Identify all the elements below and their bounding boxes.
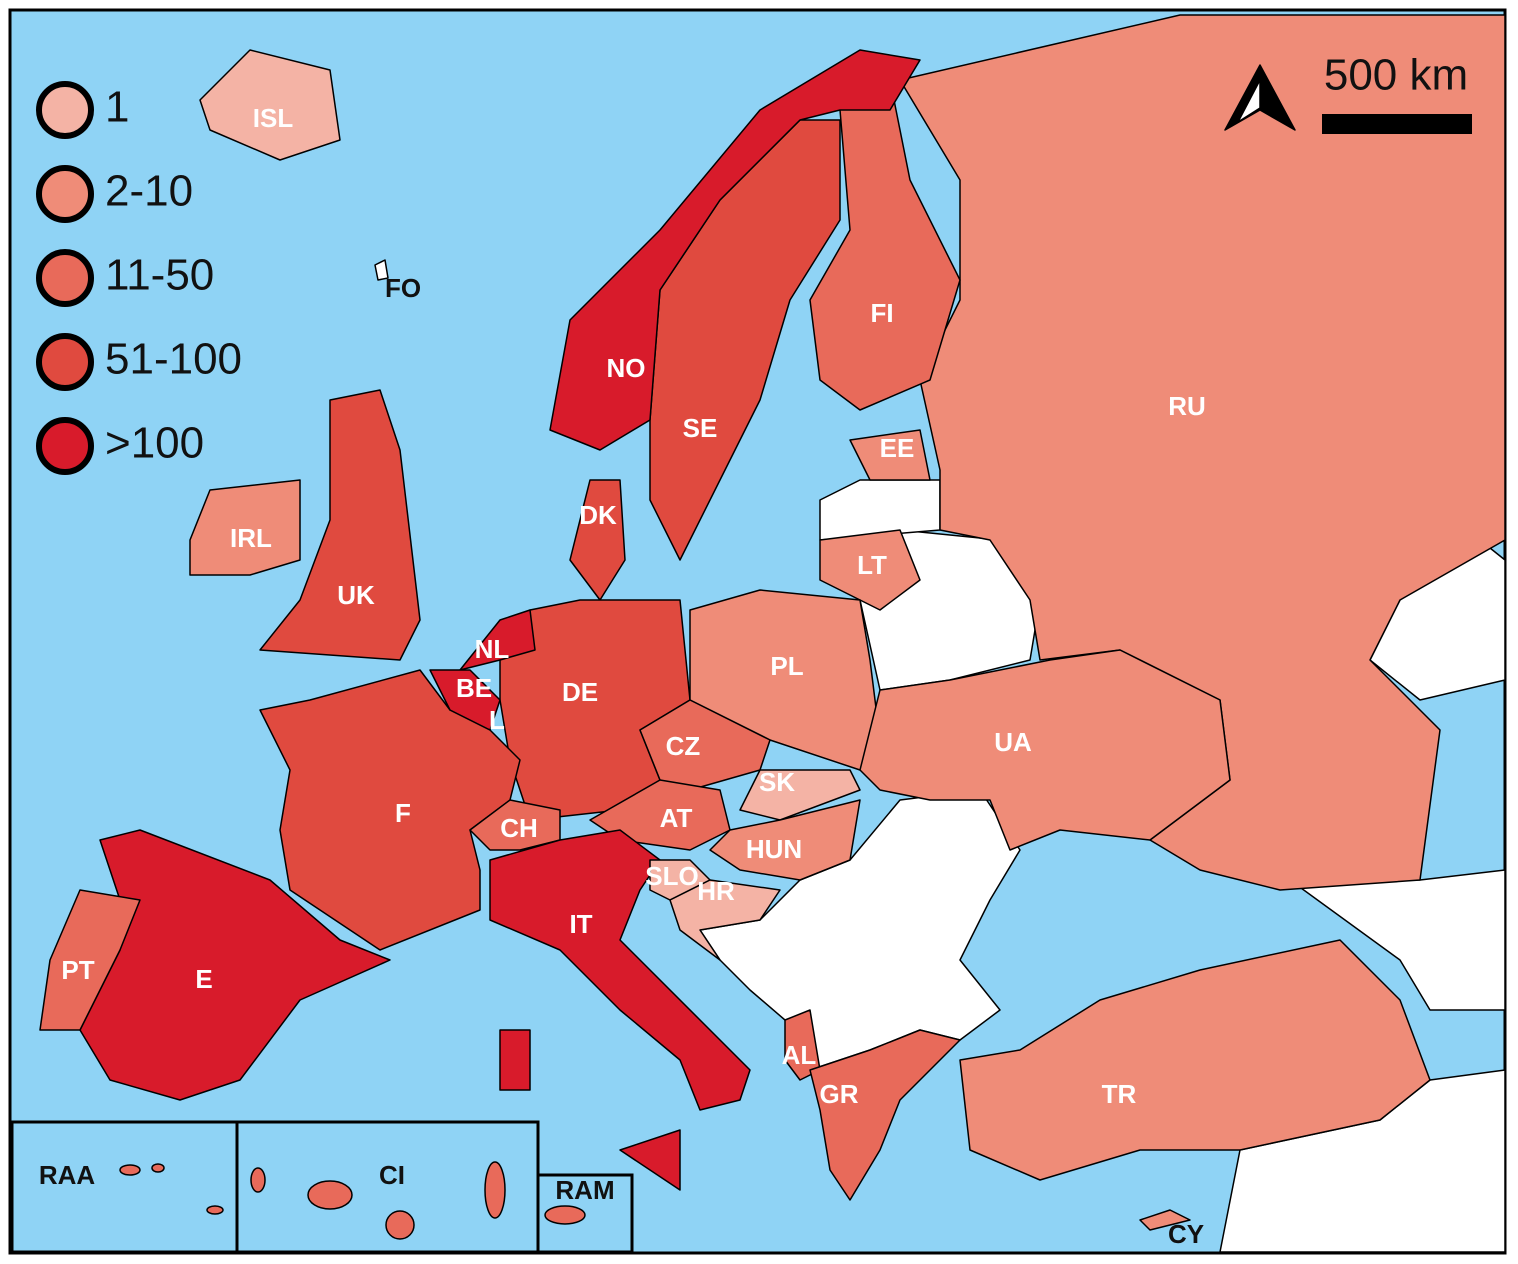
country [250, 1167, 266, 1193]
country [39, 889, 141, 1031]
legend-label: >100 [105, 419, 204, 468]
country [259, 389, 421, 661]
country [429, 669, 501, 731]
country-label: CZ [666, 731, 701, 761]
country-label: CY [1168, 1219, 1204, 1249]
country [206, 1205, 224, 1215]
country [189, 479, 301, 576]
country [809, 79, 961, 411]
country [307, 1180, 353, 1210]
no-data-areas [699, 479, 1506, 1253]
country-label: PT [61, 955, 94, 985]
north-arrow-half [1237, 79, 1261, 123]
country [959, 939, 1431, 1181]
country-label: AT [660, 803, 693, 833]
legend: 1 2-10 11-50 51-100 >100 [36, 81, 242, 475]
legend-swatch [36, 81, 94, 139]
country-label: BE [456, 673, 492, 703]
legend-swatch [36, 249, 94, 307]
country-label: NL [475, 634, 510, 664]
country-label: DK [579, 500, 617, 530]
country [199, 49, 341, 161]
country [849, 429, 931, 481]
country-label: FO [385, 273, 421, 303]
country-label: L [489, 705, 505, 735]
legend-label: 2-10 [105, 167, 193, 216]
country-label: PL [770, 651, 803, 681]
country-label: SE [683, 413, 718, 443]
legend-swatch [36, 333, 94, 391]
country-label: IRL [230, 523, 272, 553]
country-label: HUN [746, 834, 802, 864]
country [809, 1029, 961, 1201]
country-label: RAA [39, 1160, 96, 1190]
country-label: EE [880, 433, 915, 463]
inset-frames [10, 1120, 634, 1254]
country [484, 1161, 506, 1219]
legend-label: 11-50 [105, 251, 214, 300]
country [819, 529, 921, 611]
country [151, 1163, 165, 1173]
country-label: IT [569, 909, 592, 939]
country-label: LT [857, 550, 887, 580]
country [544, 1205, 586, 1225]
country [739, 769, 861, 821]
scale-label: 500 km [1324, 51, 1468, 100]
scale-bar [1322, 114, 1472, 134]
country [569, 479, 626, 601]
country-label: E [195, 964, 212, 994]
country-label: SK [759, 767, 795, 797]
country-label: HR [697, 876, 735, 906]
country-label: FI [870, 298, 893, 328]
country [709, 799, 861, 881]
country-label: ISL [253, 103, 294, 133]
country-label: GR [820, 1079, 859, 1109]
country [499, 1029, 531, 1091]
country [619, 1129, 681, 1191]
country [385, 1210, 415, 1240]
legend-swatch [36, 417, 94, 475]
country-label: CI [379, 1160, 405, 1190]
country-label: CH [500, 813, 538, 843]
country [489, 829, 751, 1111]
country [669, 879, 781, 961]
country [859, 649, 1231, 851]
country [1139, 1209, 1191, 1231]
legend-label: 51-100 [105, 335, 242, 384]
country-label: UK [337, 580, 375, 610]
country-label: UA [994, 727, 1032, 757]
country-label: SLO [645, 861, 698, 891]
country [784, 1009, 821, 1081]
country-label: RAM [555, 1175, 614, 1205]
country-label: TR [1102, 1079, 1137, 1109]
shape [536, 1173, 634, 1254]
country-label: AL [782, 1040, 817, 1070]
country [119, 1164, 141, 1176]
country [459, 609, 536, 671]
country-label: DE [562, 677, 598, 707]
legend-swatch [36, 165, 94, 223]
country-label: RU [1168, 391, 1206, 421]
country-label: F [395, 798, 411, 828]
country-label: NO [607, 353, 646, 383]
country [549, 49, 921, 451]
country [374, 259, 389, 281]
legend-label: 1 [105, 83, 129, 132]
